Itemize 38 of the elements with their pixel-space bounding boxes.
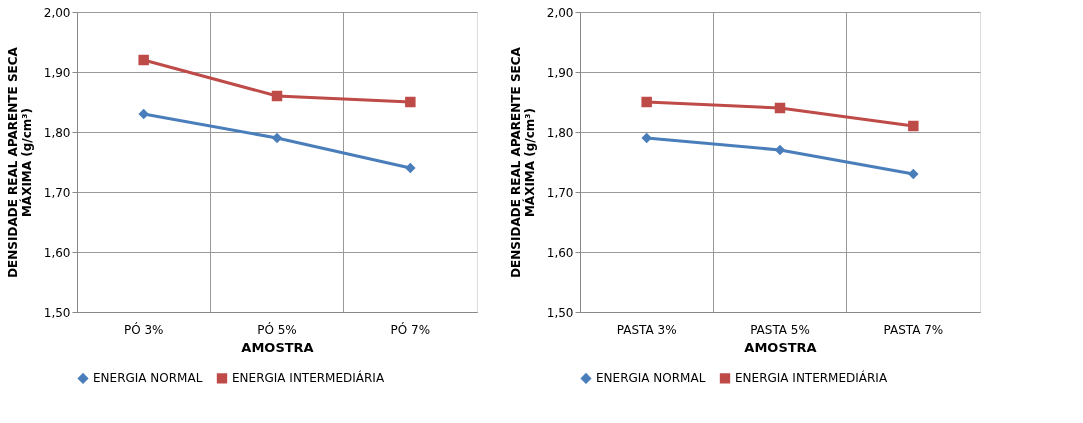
x-axis-title: AMOSTRA: [744, 339, 817, 355]
y-tick-label: 1,70: [43, 185, 71, 200]
legend-label: ENERGIA INTERMEDIÁRIA: [232, 370, 385, 386]
y-tick-label: 1,90: [43, 65, 71, 80]
point: [271, 132, 283, 144]
y-axis-title: DENSIDADE REAL APARENTE SECA MÁXIMA (g/cm³): [5, 46, 34, 278]
point: [138, 108, 149, 120]
y-tick-label: 1,60: [43, 245, 71, 260]
legend-label: ENERGIA INTERMEDIÁRIA: [735, 370, 888, 386]
x-tick-label: PASTA 5%: [750, 322, 810, 337]
y-tick-label: 1,50: [43, 305, 71, 320]
y-tick-label: 2,00: [546, 5, 574, 20]
y-tick-label: 1,90: [546, 65, 574, 80]
point: [405, 162, 416, 174]
x-tick-label: PASTA 3%: [616, 322, 677, 337]
point: [774, 102, 786, 114]
point: [271, 90, 283, 102]
y-axis-title: DENSIDADE REAL APARENTE SECA MÁXIMA (g/cm³): [508, 46, 537, 278]
y-tick-label: 1,50: [546, 305, 574, 320]
y-tick-label: 2,00: [43, 5, 71, 20]
y-tick-label: 1,80: [546, 125, 574, 140]
x-axis-title: AMOSTRA: [241, 339, 314, 355]
point: [908, 120, 919, 132]
legend-label: ENERGIA NORMAL: [93, 371, 203, 386]
x-tick-label: PÓ 5%: [257, 321, 297, 337]
y-tick-label: 1,60: [546, 245, 574, 260]
y-tick-label: 1,70: [546, 185, 574, 200]
legend-label: ENERGIA NORMAL: [596, 371, 706, 386]
point: [641, 96, 652, 108]
point: [641, 132, 652, 144]
x-tick-label: PÓ 3%: [123, 321, 164, 337]
point: [774, 144, 786, 156]
point: [405, 96, 416, 108]
x-tick-label: PÓ 7%: [390, 321, 431, 337]
x-tick-label: PASTA 7%: [883, 322, 944, 337]
point: [908, 168, 919, 180]
point: [138, 54, 149, 66]
y-tick-label: 1,80: [43, 125, 71, 140]
